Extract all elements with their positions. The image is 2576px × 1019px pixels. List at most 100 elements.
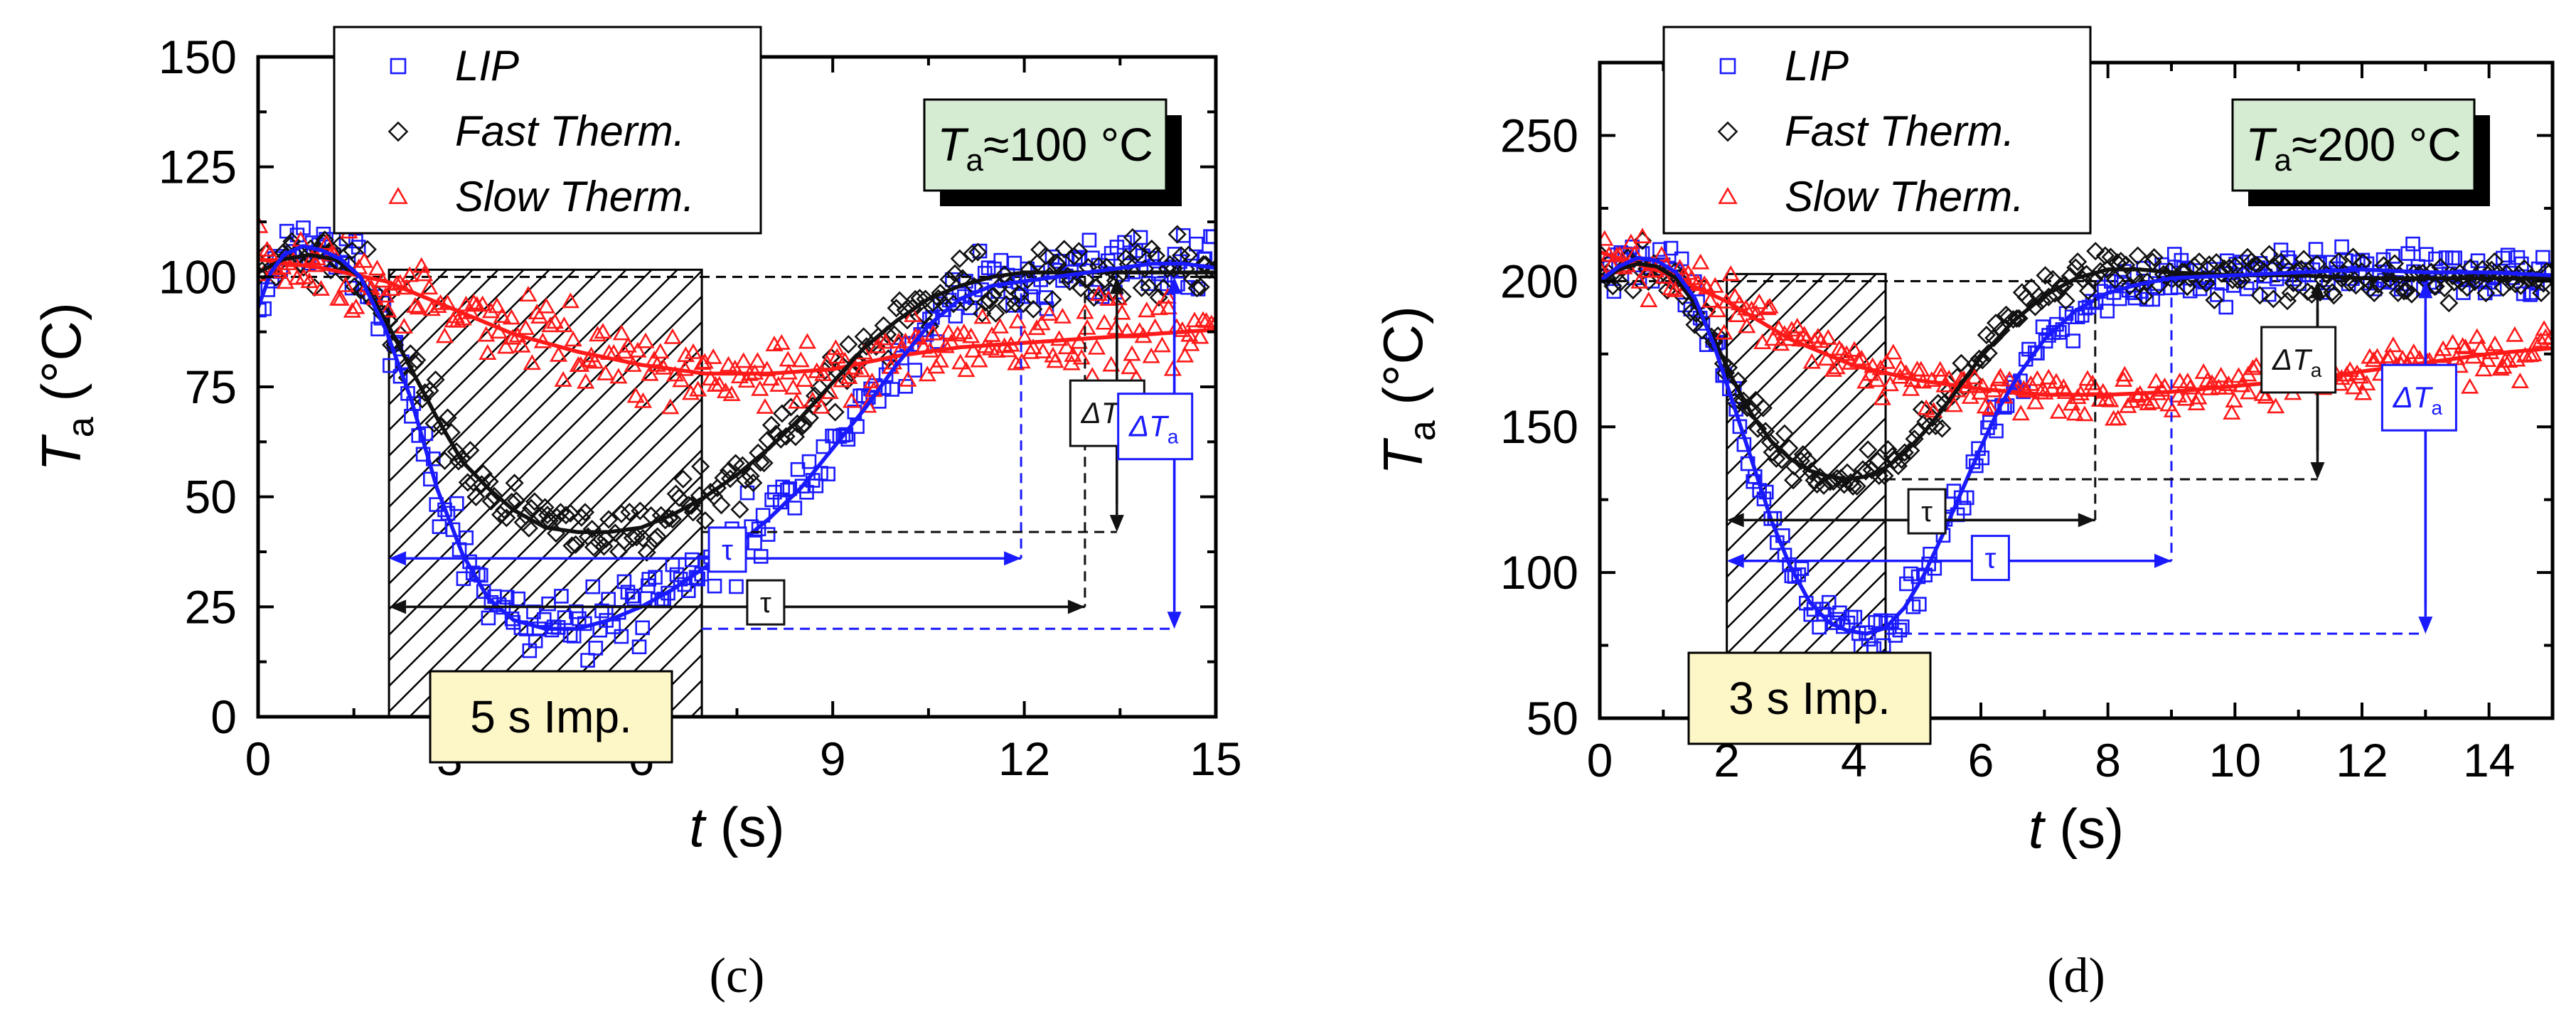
y-tick-label: 75 bbox=[185, 361, 237, 413]
y-axis-label: Ta (°C) bbox=[1372, 306, 1443, 475]
fast-point bbox=[761, 415, 781, 434]
slow-point bbox=[1771, 335, 1790, 351]
slow-point bbox=[2223, 403, 2241, 420]
lip-point bbox=[423, 471, 438, 487]
lip-point bbox=[536, 612, 552, 627]
legend-label-fast: Fast Therm. bbox=[455, 107, 685, 155]
fast-point bbox=[1167, 225, 1187, 244]
slow-point bbox=[1191, 328, 1209, 344]
lip-point bbox=[1847, 609, 1863, 625]
lip-point bbox=[631, 639, 647, 655]
slow-point bbox=[877, 333, 895, 349]
fast-point bbox=[2298, 282, 2317, 302]
slow-point bbox=[1053, 307, 1072, 324]
fast-point bbox=[599, 510, 619, 529]
slow-point bbox=[516, 319, 535, 335]
slow-point bbox=[2047, 373, 2065, 389]
fast-point bbox=[330, 235, 350, 255]
fast-point bbox=[497, 508, 516, 528]
slow-point bbox=[681, 384, 700, 400]
slow-point bbox=[1040, 304, 1059, 321]
fast-point bbox=[1097, 257, 1116, 277]
slow-point bbox=[2364, 351, 2383, 367]
slow-point bbox=[988, 341, 1006, 358]
slow-point bbox=[1640, 291, 1658, 307]
lip-point bbox=[2065, 334, 2081, 348]
slow-point bbox=[502, 309, 520, 325]
fast-point bbox=[968, 242, 988, 262]
lip-point bbox=[1189, 236, 1204, 252]
lip-point bbox=[476, 584, 491, 599]
fast-point bbox=[1164, 259, 1183, 278]
lip-delta-arrow-down-head bbox=[2418, 617, 2433, 634]
slow-point bbox=[1991, 368, 2010, 384]
slow-point bbox=[2036, 383, 2054, 400]
lip-point bbox=[624, 588, 640, 604]
fast-point bbox=[1043, 290, 1062, 309]
fast-point bbox=[772, 404, 792, 423]
slow-point bbox=[2194, 363, 2213, 379]
lip-point bbox=[554, 589, 569, 604]
slow-point bbox=[859, 397, 877, 413]
fast-point bbox=[980, 291, 999, 310]
fast-point bbox=[2323, 283, 2342, 302]
lip-point bbox=[511, 591, 525, 607]
fast-point bbox=[1701, 327, 1721, 346]
fast-point bbox=[535, 498, 555, 517]
fast-point bbox=[695, 511, 715, 530]
slow-point bbox=[588, 326, 607, 342]
slow-point bbox=[1856, 373, 1875, 389]
fast-point bbox=[2284, 273, 2303, 293]
slow-point bbox=[1760, 297, 1779, 314]
lip-point bbox=[499, 589, 515, 605]
slow-point bbox=[496, 338, 515, 354]
slow-point bbox=[523, 354, 541, 370]
x-axis-label: t (s) bbox=[2029, 797, 2124, 860]
lip-point bbox=[2308, 242, 2324, 257]
fast-point bbox=[1054, 240, 1074, 259]
slow-point bbox=[2457, 338, 2475, 355]
slow-point bbox=[936, 337, 955, 353]
slow-point bbox=[748, 352, 766, 368]
legend-label-lip: LIP bbox=[1785, 42, 1849, 90]
fast-point bbox=[1847, 476, 1866, 496]
lip-point bbox=[2447, 250, 2463, 265]
fast-point bbox=[997, 295, 1016, 314]
fast-tau-label: τ bbox=[1921, 496, 1933, 528]
lip-point bbox=[1652, 242, 1667, 257]
title-box bbox=[2231, 98, 2476, 192]
slow-point bbox=[1150, 299, 1168, 316]
legend-label-slow: Slow Therm. bbox=[455, 173, 695, 220]
slow-point bbox=[311, 279, 331, 296]
fast-point bbox=[1697, 302, 1716, 321]
fast-tau-arrow-left-head bbox=[389, 599, 407, 614]
lip-tau-arrow-right-head bbox=[2154, 553, 2171, 568]
slow-point bbox=[1691, 253, 1710, 270]
slow-point bbox=[2109, 409, 2127, 425]
slow-point bbox=[1884, 343, 1903, 360]
fast-point bbox=[1767, 449, 1786, 468]
fast-point bbox=[484, 486, 504, 506]
lip-point bbox=[790, 462, 806, 477]
fast-point bbox=[896, 300, 915, 319]
lip-point bbox=[635, 620, 651, 636]
y-tick-label: 50 bbox=[1527, 692, 1578, 745]
slow-point bbox=[629, 341, 647, 358]
slow-point bbox=[1087, 338, 1106, 355]
lip-point bbox=[764, 492, 779, 508]
legend-label-fast: Fast Therm. bbox=[1785, 107, 2014, 155]
lip-point bbox=[1892, 622, 1908, 638]
slow-point bbox=[586, 353, 604, 369]
slow-point bbox=[409, 299, 427, 315]
fast-point bbox=[491, 505, 511, 524]
slow-point bbox=[710, 375, 729, 392]
slow-point bbox=[1069, 333, 1089, 349]
slow-point bbox=[812, 398, 830, 414]
slow-point bbox=[2354, 384, 2373, 400]
fast-point bbox=[358, 240, 377, 259]
y-tick-label: 25 bbox=[185, 580, 237, 633]
fast-point bbox=[2260, 245, 2279, 264]
slow-point bbox=[555, 316, 574, 333]
lip-point bbox=[680, 583, 696, 599]
